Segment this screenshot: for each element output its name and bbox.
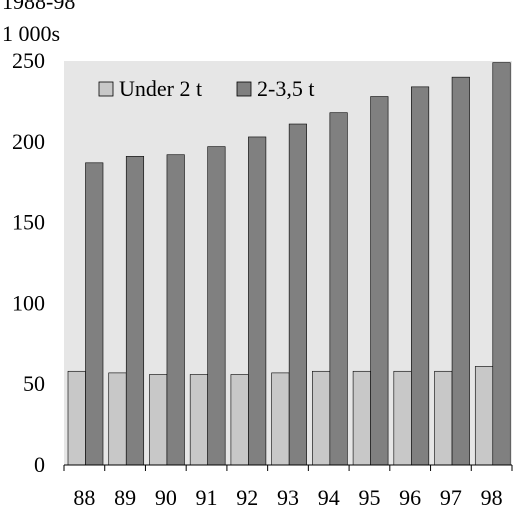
bar-2-3-5t-94	[329, 112, 348, 466]
y-unit-label: 1 000s	[2, 21, 60, 46]
legend-swatch-under-2t	[98, 81, 114, 97]
bar-under-2t-98	[474, 366, 494, 466]
bar-2-3-5t-89	[125, 156, 145, 466]
legend-label-under-2t: Under 2 t	[119, 76, 202, 101]
legend-label-2-3-5t: 2-3,5 t	[257, 76, 314, 101]
bar-2-3-5t-93	[288, 123, 307, 466]
x-tick-labels: 88 89 90 91 92 93 94 95 96 97 98	[73, 485, 502, 510]
bar-under-2t-89	[108, 372, 127, 466]
y-tick-label: 200	[12, 129, 45, 154]
bar-under-2t-95	[352, 370, 371, 466]
x-tick-label: 95	[358, 485, 380, 510]
x-tick-label: 98	[481, 485, 503, 510]
chart-title: 1988-98	[2, 0, 75, 14]
bar-under-2t-97	[434, 370, 453, 466]
y-tick-labels: 0 50 100 150 200 250	[12, 48, 45, 477]
x-tick-label: 88	[73, 485, 95, 510]
bar-2-3-5t-91	[207, 146, 226, 466]
bar-2-3-5t-92	[248, 136, 267, 466]
bar-2-3-5t-90	[166, 154, 185, 466]
x-tick-label: 96	[399, 485, 421, 510]
x-tick-label: 94	[318, 485, 340, 510]
bar-under-2t-88	[67, 370, 86, 466]
x-tick-marks	[63, 465, 513, 471]
x-tick-label: 93	[277, 485, 299, 510]
bar-2-3-5t-95	[370, 96, 389, 466]
bar-under-2t-91	[189, 374, 208, 466]
x-tick-label: 91	[196, 485, 218, 510]
bar-under-2t-96	[393, 370, 412, 466]
bar-2-3-5t-98	[492, 62, 511, 466]
y-tick-label: 150	[12, 210, 45, 235]
legend-swatch-2-3-5t	[236, 81, 252, 97]
bar-under-2t-93	[271, 372, 290, 466]
y-tick-label: 50	[23, 371, 45, 396]
y-tick-label: 0	[34, 452, 45, 477]
y-tick-label: 100	[12, 290, 45, 315]
x-tick-label: 97	[440, 485, 462, 510]
bar-under-2t-92	[230, 374, 249, 466]
bar-under-2t-94	[312, 370, 331, 466]
legend: Under 2 t 2-3,5 t	[98, 76, 314, 101]
bar-2-3-5t-96	[411, 86, 430, 466]
bar-under-2t-90	[149, 374, 168, 466]
bar-2-3-5t-88	[85, 162, 104, 466]
x-tick-label: 90	[155, 485, 177, 510]
y-tick-label: 250	[12, 48, 45, 73]
x-tick-label: 92	[236, 485, 258, 510]
bar-2-3-5t-97	[451, 76, 470, 466]
x-tick-label: 89	[114, 485, 136, 510]
bars-layer	[67, 62, 511, 466]
